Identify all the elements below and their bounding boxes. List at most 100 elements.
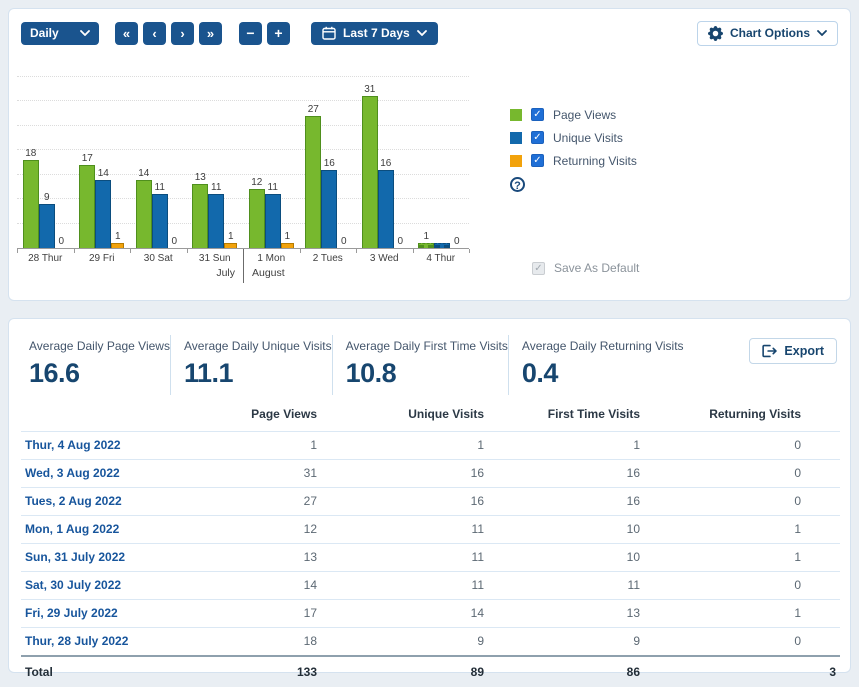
- bar-unique-visits[interactable]: [321, 170, 337, 248]
- total-value: 89: [321, 656, 488, 687]
- export-button[interactable]: Export: [749, 338, 837, 364]
- date-range-button[interactable]: Last 7 Days: [311, 22, 438, 45]
- bar-page-views[interactable]: [249, 189, 265, 248]
- bar-slot: 1: [111, 231, 124, 248]
- bar-returning-visits[interactable]: [281, 243, 294, 248]
- stat-box: Average Daily Page Views16.6: [21, 335, 170, 395]
- month-divider-line: [243, 249, 244, 283]
- save-as-default-checkbox[interactable]: ✓: [532, 262, 545, 275]
- row-value: 17: [171, 600, 321, 628]
- row-value: 9: [488, 628, 644, 657]
- bar-returning-visits[interactable]: [224, 243, 237, 248]
- bar-unique-visits[interactable]: [152, 194, 168, 248]
- bar-slot: 9: [39, 192, 55, 248]
- row-date-link[interactable]: Wed, 3 Aug 2022: [21, 460, 171, 488]
- row-date-link[interactable]: Thur, 4 Aug 2022: [21, 432, 171, 460]
- bar-value-label: 1: [284, 231, 290, 243]
- frequency-select[interactable]: Daily: [21, 22, 99, 45]
- nav-next-button[interactable]: ›: [171, 22, 194, 45]
- nav-last-button[interactable]: »: [199, 22, 222, 45]
- bar-page-views[interactable]: [418, 243, 434, 248]
- row-value: 1: [644, 600, 840, 628]
- row-value: 0: [644, 488, 840, 516]
- table-row: Mon, 1 Aug 20221211101: [21, 516, 840, 544]
- bar-chart-plot: 189017141141101311112111271603116010: [17, 73, 469, 249]
- bar-page-views[interactable]: [192, 184, 208, 248]
- x-axis-label: 28 Thur: [17, 253, 74, 264]
- bar-slot: 13: [192, 172, 208, 248]
- row-value: 16: [321, 488, 488, 516]
- bar-slot: 0: [55, 236, 68, 248]
- nav-prev-glyph: ‹: [152, 26, 156, 41]
- row-value: 10: [488, 544, 644, 572]
- column-header-date: [21, 403, 171, 432]
- row-value: 1: [321, 432, 488, 460]
- row-date-link[interactable]: Sat, 30 July 2022: [21, 572, 171, 600]
- bar-page-views[interactable]: [79, 165, 95, 248]
- axis-tick: [469, 249, 470, 253]
- bar-unique-visits[interactable]: [378, 170, 394, 248]
- stat-label: Average Daily Unique Visits: [184, 339, 332, 353]
- total-label: Total: [21, 656, 171, 687]
- bar-returning-visits[interactable]: [111, 243, 124, 248]
- plus-icon: +: [274, 25, 282, 41]
- total-value: 3: [644, 656, 840, 687]
- row-date-link[interactable]: Fri, 29 July 2022: [21, 600, 171, 628]
- row-value: 16: [488, 460, 644, 488]
- bar-unique-visits[interactable]: [95, 180, 111, 248]
- stat-label: Average Daily Returning Visits: [522, 339, 684, 353]
- bar-page-views[interactable]: [362, 96, 378, 248]
- legend-item: ✓Unique Visits: [510, 131, 637, 144]
- date-range-label: Last 7 Days: [343, 26, 410, 40]
- legend-checkbox[interactable]: ✓: [531, 108, 544, 121]
- legend-checkbox[interactable]: ✓: [531, 131, 544, 144]
- bar-value-label: 27: [308, 104, 319, 116]
- row-date-link[interactable]: Thur, 28 July 2022: [21, 628, 171, 657]
- bar-value-label: 0: [58, 236, 64, 248]
- bar-group: 17141: [74, 153, 131, 248]
- bar-value-label: 31: [364, 84, 375, 96]
- minus-icon: −: [246, 25, 254, 41]
- legend-item: ✓Returning Visits: [510, 154, 637, 167]
- legend-checkbox[interactable]: ✓: [531, 154, 544, 167]
- bar-page-views[interactable]: [305, 116, 321, 248]
- bar-page-views[interactable]: [23, 160, 39, 248]
- bar-group: 13111: [187, 172, 244, 248]
- row-value: 9: [321, 628, 488, 657]
- bar-value-label: 0: [397, 236, 403, 248]
- row-value: 11: [321, 572, 488, 600]
- chevron-down-icon: [817, 30, 827, 36]
- chart-options-button[interactable]: Chart Options: [697, 21, 838, 46]
- gear-icon: [708, 26, 723, 41]
- bar-value-label: 1: [115, 231, 121, 243]
- bar-unique-visits[interactable]: [39, 204, 55, 248]
- bar-value-label: 12: [251, 177, 262, 189]
- row-date-link[interactable]: Sun, 31 July 2022: [21, 544, 171, 572]
- bar-unique-visits[interactable]: [265, 194, 281, 248]
- bar-unique-visits[interactable]: [208, 194, 224, 248]
- column-header-returning-visits: Returning Visits: [644, 403, 840, 432]
- stat-value: 11.1: [184, 358, 332, 389]
- nav-prev-button[interactable]: ‹: [143, 22, 166, 45]
- zoom-out-button[interactable]: −: [239, 22, 262, 45]
- bar-group: 31160: [356, 84, 413, 248]
- bar-slot: 1: [281, 231, 294, 248]
- bar-value-label: 1: [423, 231, 429, 243]
- column-header-page-views: Page Views: [171, 403, 321, 432]
- row-value: 18: [171, 628, 321, 657]
- row-value: 11: [321, 544, 488, 572]
- help-icon[interactable]: ?: [510, 177, 525, 192]
- bar-page-views[interactable]: [136, 180, 152, 248]
- stat-box: Average Daily First Time Visits10.8: [332, 335, 508, 395]
- zoom-in-button[interactable]: +: [267, 22, 290, 45]
- table-row: Sat, 30 July 20221411110: [21, 572, 840, 600]
- month-label-august: August: [252, 267, 285, 279]
- row-value: 0: [644, 628, 840, 657]
- save-as-default: ✓ Save As Default: [532, 261, 639, 275]
- row-date-link[interactable]: Mon, 1 Aug 2022: [21, 516, 171, 544]
- bar-slot: 0: [168, 236, 181, 248]
- bar-slot: 14: [136, 168, 152, 248]
- bar-unique-visits[interactable]: [434, 243, 450, 248]
- nav-first-button[interactable]: «: [115, 22, 138, 45]
- row-date-link[interactable]: Tues, 2 Aug 2022: [21, 488, 171, 516]
